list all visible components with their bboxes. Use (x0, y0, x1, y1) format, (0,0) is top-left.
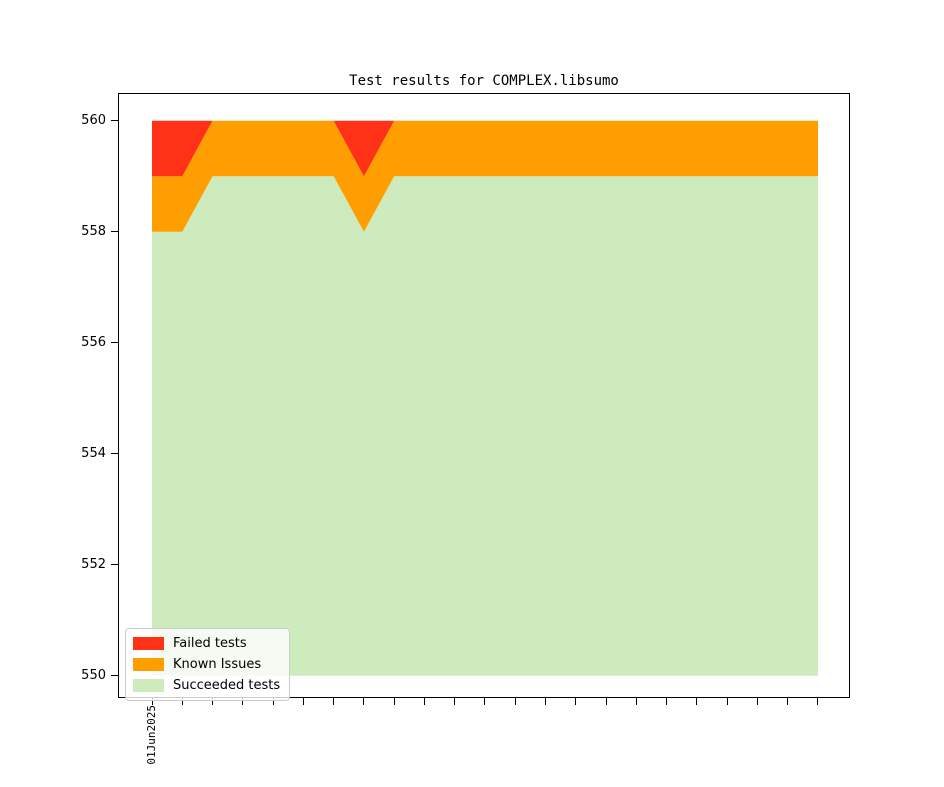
legend-swatch-failed-tests (133, 637, 164, 650)
x-axis-tick (212, 698, 214, 705)
y-axis-tick-label: 556 (81, 334, 106, 350)
x-axis-tick (363, 698, 365, 705)
x-axis-tick (181, 698, 183, 705)
x-axis-tick (756, 698, 758, 705)
x-axis-date-label: 01Jun2025 (145, 705, 158, 765)
x-axis-tick (302, 698, 304, 705)
x-axis-tick (423, 698, 425, 705)
x-axis-tick (726, 698, 728, 705)
x-axis-tick (817, 698, 819, 705)
x-axis-tick (454, 698, 456, 705)
x-axis-tick (605, 698, 607, 705)
y-axis-tick-label: 554 (81, 445, 106, 461)
x-axis-tick (393, 698, 395, 705)
y-axis-tick (111, 564, 118, 566)
legend-label: Known Issues (173, 657, 262, 672)
legend-swatch-succeeded-tests (133, 679, 164, 692)
x-axis-tick (151, 698, 153, 705)
y-axis-tick (111, 675, 118, 677)
area-known-issues (152, 120, 818, 232)
y-axis-tick (111, 231, 118, 233)
x-axis-tick (666, 698, 668, 705)
legend-item: Failed tests (133, 633, 280, 654)
legend-label: Failed tests (173, 636, 247, 651)
y-axis-tick-label: 558 (81, 223, 106, 239)
legend: Failed tests Known Issues Succeeded tests (125, 628, 291, 701)
x-axis-tick (242, 698, 244, 705)
x-axis-tick (484, 698, 486, 705)
y-axis-tick (111, 342, 118, 344)
area-succeeded-tests (152, 176, 818, 676)
x-axis-tick (575, 698, 577, 705)
legend-swatch-known-issues (133, 658, 164, 671)
legend-item: Known Issues (133, 654, 280, 675)
y-axis-tick (111, 120, 118, 122)
legend-item: Succeeded tests (133, 675, 280, 696)
y-axis-tick-label: 550 (81, 667, 106, 683)
x-axis-tick (545, 698, 547, 705)
x-axis-tick (333, 698, 335, 705)
x-axis-tick (272, 698, 274, 705)
y-axis-tick-label: 552 (81, 556, 106, 572)
x-axis-tick (514, 698, 516, 705)
chart-title: Test results for COMPLEX.libsumo (349, 73, 619, 89)
legend-label: Succeeded tests (173, 678, 281, 693)
x-axis-tick (787, 698, 789, 705)
x-axis-tick (696, 698, 698, 705)
y-axis-tick (111, 453, 118, 455)
y-axis-tick-label: 560 (81, 112, 106, 128)
x-axis-tick (635, 698, 637, 705)
plot-area (152, 120, 818, 676)
